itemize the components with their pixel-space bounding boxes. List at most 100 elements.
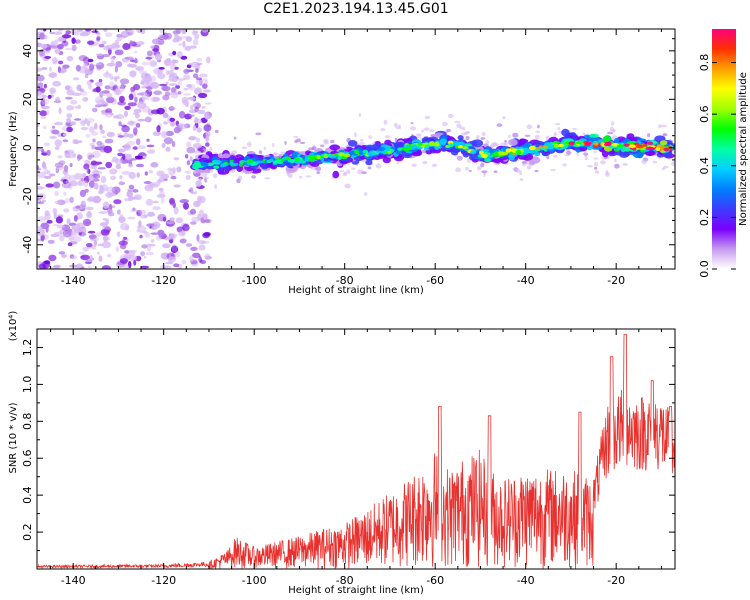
noise-blob — [37, 88, 45, 92]
noise-blob — [202, 83, 208, 89]
noise-blob — [183, 68, 190, 74]
noise-blob — [166, 221, 175, 225]
halo-blob — [305, 175, 312, 178]
noise-blob — [69, 162, 73, 168]
noise-blob — [178, 43, 182, 47]
noise-blob — [195, 180, 202, 188]
noise-blob — [201, 29, 209, 33]
ridge-blob — [471, 139, 484, 148]
ridge-blob — [589, 133, 599, 138]
noise-blob — [95, 81, 103, 87]
noise-blob — [149, 75, 157, 83]
bottom-y-tick-label: 0.2 — [21, 523, 34, 541]
noise-blob — [37, 197, 41, 205]
noise-blob — [75, 205, 81, 209]
noise-blob — [110, 60, 115, 65]
halo-blob — [606, 131, 614, 135]
ridge-blob — [350, 155, 355, 159]
colorbar-tick-label: 0.0 — [698, 260, 711, 278]
noise-blob — [91, 150, 101, 159]
noise-blob — [69, 254, 75, 259]
noise-blob — [57, 155, 63, 159]
noise-blob — [147, 211, 156, 217]
ridge-blob — [200, 162, 209, 167]
halo-blob — [524, 162, 532, 165]
noise-blob — [57, 224, 65, 229]
noise-blob — [77, 29, 83, 33]
noise-blob — [75, 64, 81, 72]
noise-blob — [172, 167, 176, 174]
ridge-blob — [457, 145, 464, 149]
noise-blob — [194, 33, 200, 40]
noise-blob — [85, 206, 94, 211]
noise-blob — [181, 259, 187, 265]
noise-blob — [192, 39, 199, 46]
noise-blob — [153, 44, 160, 52]
noise-blob — [199, 209, 204, 218]
ridge-blob — [505, 148, 512, 153]
noise-blob — [204, 219, 211, 223]
noise-blob — [53, 59, 58, 63]
halo-blob — [421, 129, 425, 133]
ridge-blob — [417, 142, 423, 146]
noise-blob — [41, 222, 49, 226]
ridge-blob — [213, 165, 220, 169]
halo-blob — [593, 162, 599, 167]
halo-blob — [485, 140, 490, 145]
halo-blob — [380, 128, 386, 132]
halo-blob — [614, 158, 617, 163]
ridge-blob — [568, 141, 575, 146]
halo-blob — [410, 126, 416, 131]
noise-blob — [115, 246, 119, 252]
snr-plot-area — [37, 334, 675, 569]
ridge-blob — [396, 141, 405, 148]
noise-blob — [91, 30, 99, 33]
ridge-blob — [434, 142, 440, 147]
noise-blob — [149, 60, 158, 67]
halo-blob — [610, 121, 615, 126]
halo-blob — [464, 131, 470, 135]
noise-blob — [127, 120, 137, 126]
noise-blob — [140, 251, 146, 257]
noise-blob — [139, 234, 143, 239]
noise-blob — [65, 47, 73, 51]
colorbar — [712, 29, 736, 269]
noise-blob — [170, 87, 177, 93]
top-x-tick-label: -20 — [607, 274, 625, 287]
noise-blob — [105, 44, 115, 50]
noise-blob — [62, 179, 69, 185]
noise-blob — [73, 215, 78, 222]
noise-blob — [97, 146, 105, 151]
halo-blob — [359, 139, 364, 142]
noise-blob — [190, 221, 197, 225]
halo-blob — [308, 147, 315, 151]
noise-blob — [190, 246, 198, 251]
halo-blob — [553, 154, 558, 158]
noise-blob — [90, 165, 98, 170]
noise-blob — [133, 259, 137, 266]
noise-blob — [44, 55, 52, 59]
noise-blob — [58, 60, 64, 65]
noise-blob — [175, 217, 184, 224]
noise-blob — [118, 240, 128, 246]
halo-blob — [454, 120, 461, 124]
noise-blob — [85, 133, 91, 138]
halo-blob — [330, 139, 335, 144]
top-x-tick-label: -60 — [426, 274, 444, 287]
top-x-tick-label: -140 — [61, 274, 86, 287]
noise-blob — [43, 175, 52, 179]
noise-blob — [82, 97, 89, 102]
noise-blob — [80, 126, 89, 131]
noise-blob — [43, 29, 47, 32]
noise-blob — [46, 109, 50, 116]
top-y-tick-label: 20 — [21, 92, 34, 106]
noise-blob — [90, 162, 100, 167]
halo-blob — [209, 147, 213, 152]
noise-blob — [83, 180, 89, 188]
noise-blob — [127, 102, 137, 107]
noise-blob — [39, 110, 48, 117]
noise-blob — [118, 181, 125, 186]
halo-blob — [519, 170, 523, 176]
noise-blob — [86, 120, 91, 127]
